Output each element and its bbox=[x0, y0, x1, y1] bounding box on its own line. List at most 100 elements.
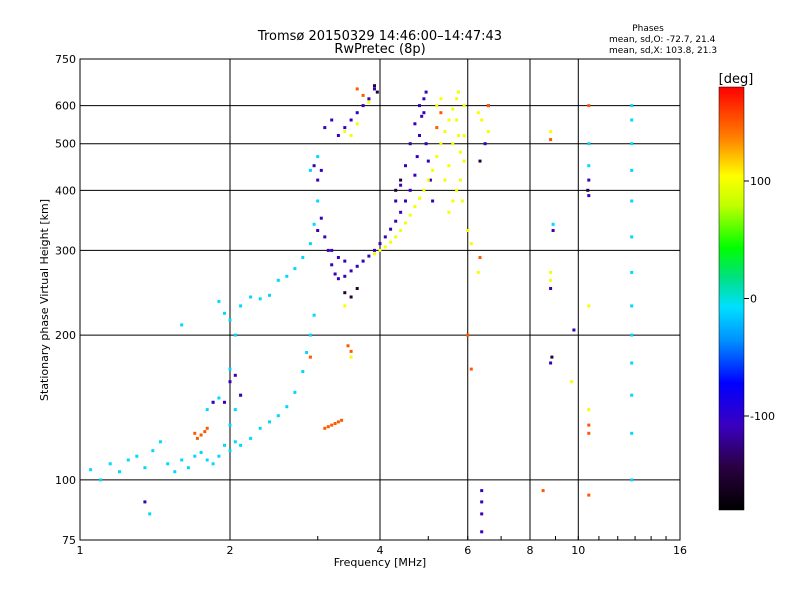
x-tick-label: 16 bbox=[673, 544, 687, 557]
data-point bbox=[336, 420, 340, 424]
data-point bbox=[478, 256, 482, 259]
data-point bbox=[223, 443, 226, 447]
y-tick-label: 400 bbox=[55, 184, 76, 197]
data-point bbox=[373, 252, 376, 256]
data-point bbox=[355, 264, 359, 268]
data-point bbox=[439, 111, 443, 115]
y-tick-label: 75 bbox=[62, 534, 76, 547]
data-point bbox=[333, 272, 337, 276]
data-point bbox=[586, 188, 590, 192]
data-point bbox=[211, 400, 215, 404]
data-point bbox=[451, 107, 455, 111]
data-point bbox=[108, 462, 112, 466]
data-point bbox=[428, 178, 432, 182]
data-point bbox=[630, 199, 634, 203]
data-point bbox=[457, 134, 460, 137]
y-tick-label: 200 bbox=[55, 329, 76, 342]
data-point bbox=[630, 168, 634, 172]
data-point bbox=[404, 164, 407, 168]
data-point bbox=[394, 199, 398, 203]
data-point bbox=[305, 351, 309, 354]
data-point bbox=[308, 242, 312, 246]
data-point bbox=[447, 164, 451, 168]
data-point bbox=[349, 349, 353, 353]
data-point bbox=[476, 270, 480, 274]
data-point bbox=[630, 304, 634, 308]
data-point bbox=[413, 122, 417, 126]
data-point bbox=[343, 259, 347, 263]
data-point bbox=[148, 512, 152, 516]
data-point bbox=[476, 111, 480, 115]
y-tick-label: 300 bbox=[55, 244, 76, 257]
data-point bbox=[587, 493, 591, 497]
data-point bbox=[478, 159, 482, 163]
data-point bbox=[312, 313, 316, 317]
data-point bbox=[394, 219, 398, 223]
chart-title: Tromsø 20150329 14:46:00–14:47:43 bbox=[257, 29, 502, 44]
data-point bbox=[408, 142, 412, 146]
data-point bbox=[233, 440, 237, 444]
data-point bbox=[455, 97, 459, 101]
data-point bbox=[217, 299, 221, 303]
data-point bbox=[228, 449, 232, 453]
colorbar-frame bbox=[718, 86, 745, 511]
data-point bbox=[349, 269, 353, 273]
y-tick-label: 750 bbox=[55, 53, 76, 66]
data-point bbox=[223, 311, 226, 315]
data-point bbox=[439, 142, 443, 146]
x-tick-label: 10 bbox=[571, 544, 585, 557]
data-point bbox=[239, 393, 243, 397]
data-point bbox=[462, 159, 466, 163]
data-point bbox=[480, 500, 484, 504]
data-point bbox=[326, 248, 330, 252]
data-point bbox=[316, 178, 320, 182]
data-point bbox=[180, 323, 184, 327]
data-point bbox=[451, 142, 455, 146]
data-point bbox=[399, 210, 403, 214]
data-point bbox=[326, 425, 330, 429]
data-point bbox=[447, 118, 451, 122]
data-point bbox=[572, 328, 576, 332]
data-point bbox=[587, 194, 591, 198]
data-point bbox=[373, 87, 376, 91]
data-point bbox=[316, 155, 320, 159]
data-point bbox=[480, 530, 484, 534]
data-point bbox=[258, 426, 262, 430]
data-point bbox=[383, 245, 387, 249]
data-point bbox=[462, 104, 466, 108]
data-point bbox=[349, 295, 353, 299]
data-point bbox=[99, 478, 103, 482]
data-point bbox=[343, 304, 347, 308]
data-point bbox=[420, 114, 424, 118]
data-point bbox=[413, 173, 417, 177]
data-point bbox=[458, 150, 462, 154]
data-point bbox=[630, 118, 634, 122]
data-point bbox=[346, 344, 350, 348]
data-point bbox=[199, 433, 203, 437]
data-point bbox=[389, 227, 393, 231]
data-point bbox=[205, 408, 209, 412]
data-point bbox=[469, 242, 473, 246]
data-point bbox=[349, 134, 353, 137]
data-point bbox=[276, 414, 280, 418]
data-point bbox=[422, 188, 426, 192]
data-point bbox=[233, 408, 237, 412]
data-point bbox=[394, 235, 398, 239]
data-point bbox=[630, 104, 634, 108]
data-point bbox=[217, 454, 221, 458]
data-point bbox=[630, 393, 634, 397]
data-point bbox=[435, 104, 439, 108]
data-point bbox=[466, 333, 470, 337]
data-point bbox=[426, 159, 430, 163]
x-tick-label: 1 bbox=[77, 544, 84, 557]
data-point bbox=[195, 436, 199, 440]
data-point bbox=[457, 90, 460, 94]
data-point bbox=[258, 297, 262, 301]
data-point bbox=[587, 423, 591, 427]
y-tick-label: 100 bbox=[55, 474, 76, 487]
data-point bbox=[301, 256, 305, 259]
y-tick-label: 600 bbox=[55, 100, 76, 113]
data-point bbox=[426, 178, 430, 182]
data-point bbox=[418, 196, 421, 200]
data-point bbox=[158, 440, 162, 444]
